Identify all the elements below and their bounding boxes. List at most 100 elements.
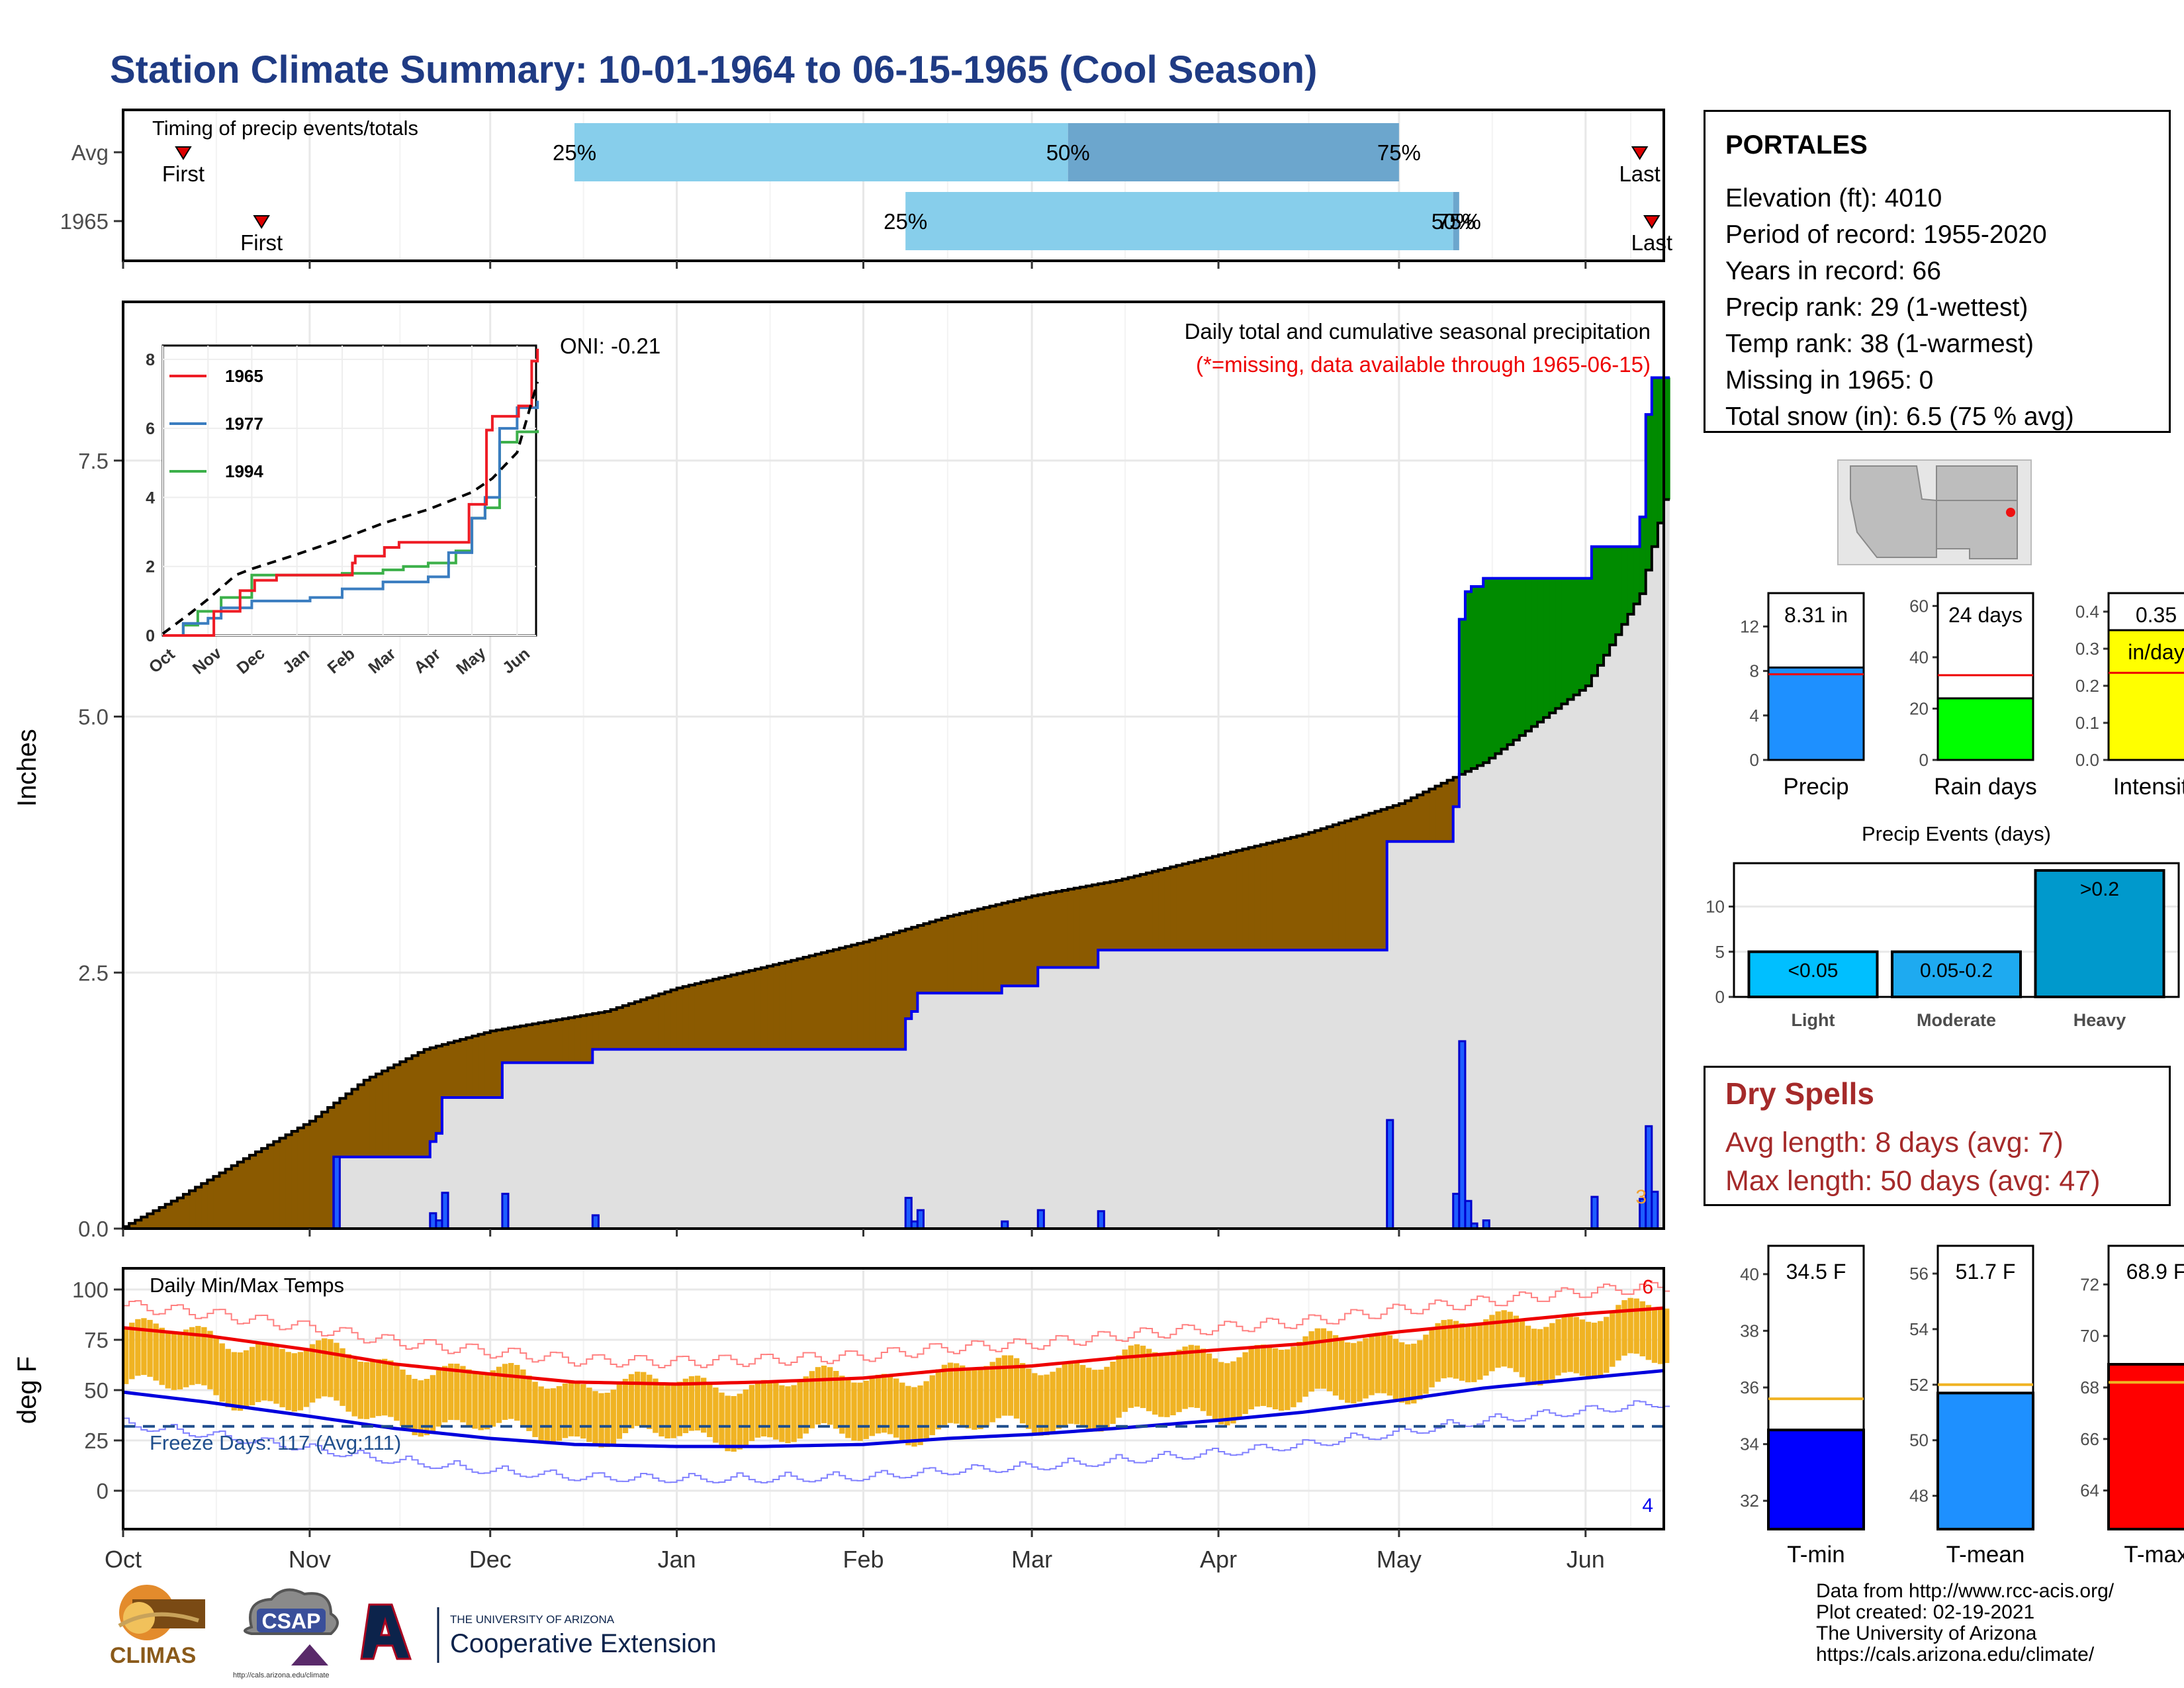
daily-temp-range-bar: [1381, 1333, 1387, 1393]
daily-temp-range-bar: [454, 1364, 460, 1421]
freeze-days-label: Freeze Days: 117 (Avg:111): [150, 1431, 401, 1454]
daily-temp-range-bar: [1447, 1319, 1453, 1378]
cumulative-1965-line: [123, 376, 1670, 1230]
daily-temp-range-bar: [1206, 1353, 1212, 1416]
daily-temp-range-bar: [1429, 1328, 1435, 1387]
daily-temp-range-bar: [1525, 1325, 1531, 1382]
deficit-area: [544, 1021, 551, 1063]
daily-temp-range-bar: [556, 1385, 563, 1441]
summary-y-tick-label: 60: [1909, 596, 1929, 616]
daily-temp-range-bar: [875, 1374, 882, 1434]
deficit-area: [664, 992, 672, 1050]
daily-temp-range-bar: [1260, 1344, 1267, 1406]
deficit-area: [351, 1089, 359, 1157]
daily-temp-range-bar: [297, 1352, 304, 1411]
daily-temp-range-bar: [851, 1382, 857, 1441]
daily-temp-range-bar: [532, 1382, 538, 1437]
surplus-area: [1621, 546, 1629, 625]
daily-temp-range-bar: [1579, 1319, 1586, 1376]
daily-temp-range-bar: [1513, 1315, 1520, 1372]
daily-temp-range-bar: [701, 1378, 707, 1433]
daily-temp-range-bar: [1326, 1331, 1333, 1391]
timing-frame: [122, 109, 1665, 262]
daily-temp-range-bar: [231, 1352, 238, 1411]
deficit-area: [953, 914, 960, 994]
climas-logo: CLIMAS: [110, 1585, 205, 1668]
daily-temp-range-bar: [1140, 1345, 1146, 1409]
deficit-area: [1332, 824, 1340, 951]
station-info-box: PORTALES Elevation (ft): 4010 Period of …: [1704, 110, 2171, 433]
daily-temp-range-bar: [496, 1366, 502, 1423]
ua-logo: THE UNIVERSITY OF ARIZONA Cooperative Ex…: [360, 1603, 716, 1663]
deficit-area: [713, 979, 719, 1050]
daily-temp-range-bar: [779, 1385, 785, 1442]
daily-temp-range-bar: [388, 1360, 394, 1417]
daily-temp-range-bar: [1441, 1320, 1447, 1379]
locator-map: [1837, 459, 2032, 565]
daily-temp-range-bar: [340, 1348, 345, 1406]
deficit-area: [935, 919, 942, 994]
precip-caption: Daily total and cumulative seasonal prec…: [1185, 319, 1651, 344]
daily-temp-range-bar: [1302, 1336, 1308, 1397]
daily-temp-range-bar: [978, 1368, 983, 1429]
summary-value-label: 0.35: [2136, 603, 2177, 627]
daily-temp-range-bar: [550, 1388, 557, 1444]
record-max-line: [123, 1280, 1670, 1369]
deficit-area: [767, 966, 774, 1050]
deficit-area: [201, 1183, 208, 1229]
deficit-area: [791, 960, 798, 1050]
summary-y-tick-label: 40: [1909, 647, 1929, 667]
deficit-area: [809, 955, 816, 1050]
deficit-area: [382, 1070, 388, 1157]
daily-temp-range-bar: [328, 1339, 334, 1397]
daily-temp-range-bar: [273, 1345, 279, 1404]
last-event-label: Last: [1631, 230, 1672, 255]
daily-temp-range-bar: [430, 1375, 436, 1432]
daily-temp-range-bar: [225, 1348, 231, 1407]
credits: Data from http://www.rcc-acis.org/ Plot …: [1816, 1581, 2114, 1665]
inset-y-tick-label: 8: [146, 351, 155, 369]
deficit-area: [412, 1055, 419, 1157]
surplus-area: [1591, 546, 1598, 676]
deficit-area: [1104, 882, 1111, 951]
daily-temp-range-bar: [1314, 1328, 1320, 1389]
deficit-area: [357, 1084, 365, 1157]
temp-summary-y-tick-label: 72: [2080, 1274, 2099, 1294]
daily-temp-range-bar: [1561, 1316, 1567, 1373]
surplus-area: [1549, 578, 1556, 714]
daily-temp-range-bar: [441, 1366, 448, 1423]
inset-series-1977: [163, 400, 539, 637]
daily-temp-range-bar: [935, 1369, 942, 1430]
deficit-area: [610, 1009, 617, 1050]
deficit-area: [183, 1194, 190, 1229]
daily-temp-range-bar: [815, 1367, 821, 1425]
inset-legend-label: 1965: [225, 366, 263, 386]
daily-temp-range-bar: [1134, 1344, 1140, 1407]
deficit-area: [1019, 898, 1026, 986]
deficit-area: [441, 1044, 449, 1098]
daily-temp-range-bar: [670, 1383, 676, 1438]
daily-temp-range-bar: [604, 1392, 610, 1448]
deficit-area: [448, 1043, 455, 1098]
deficit-area: [731, 974, 738, 1050]
daily-temp-range-bar: [171, 1332, 177, 1390]
deficit-area: [604, 1011, 612, 1050]
daily-temp-range-bar: [616, 1384, 623, 1439]
daily-temp-range-bar: [1164, 1354, 1170, 1417]
deficit-area: [803, 957, 810, 1050]
daily-temp-range-bar: [1471, 1325, 1477, 1382]
credit-line: https://cals.arizona.edu/climate/: [1816, 1644, 2095, 1665]
deficit-area: [418, 1052, 425, 1157]
deficit-area: [1453, 777, 1460, 807]
temp-summary-y-tick-label: 52: [1909, 1375, 1929, 1395]
daily-temp-range-bar: [791, 1385, 797, 1442]
deficit-area: [1218, 855, 1225, 951]
daily-temp-range-bar: [1555, 1319, 1561, 1376]
daily-temp-range-bar: [1351, 1342, 1357, 1404]
daily-temp-range-bar: [1001, 1355, 1008, 1416]
page-title: Station Climate Summary: 10-01-1964 to 0…: [110, 48, 1318, 91]
deficit-area: [1110, 881, 1117, 951]
deficit-area: [1308, 832, 1316, 951]
